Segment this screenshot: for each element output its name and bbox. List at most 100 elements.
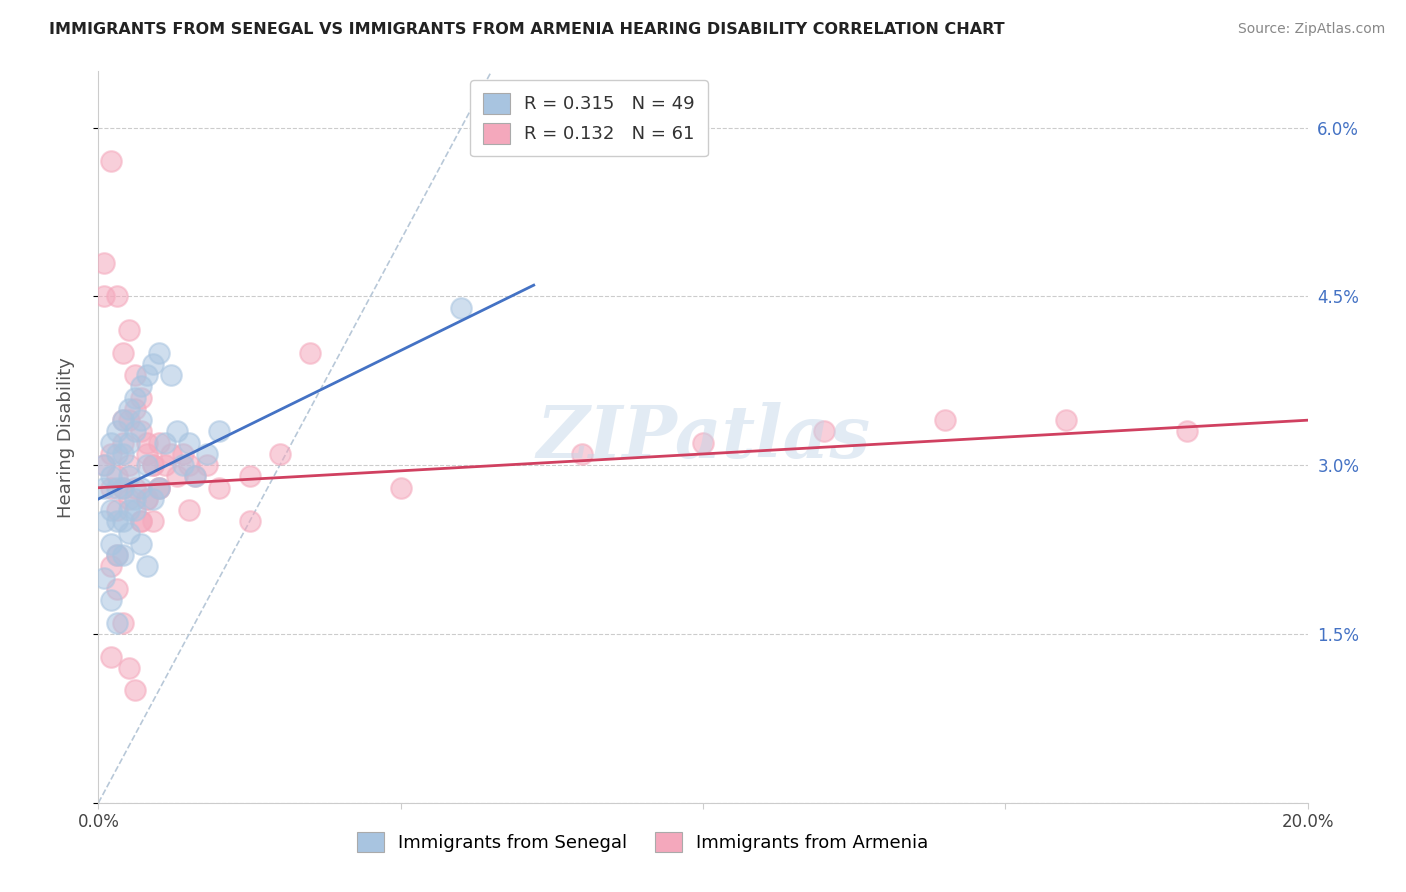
Text: IMMIGRANTS FROM SENEGAL VS IMMIGRANTS FROM ARMENIA HEARING DISABILITY CORRELATIO: IMMIGRANTS FROM SENEGAL VS IMMIGRANTS FR…	[49, 22, 1005, 37]
Text: ZIPatlas: ZIPatlas	[536, 401, 870, 473]
Point	[166, 469, 188, 483]
Point	[179, 503, 201, 517]
Point	[571, 447, 593, 461]
Point	[135, 491, 157, 506]
Point	[142, 491, 165, 506]
Point	[172, 458, 194, 473]
Point	[111, 413, 134, 427]
Point	[111, 548, 134, 562]
Point	[135, 368, 157, 383]
Point	[124, 491, 146, 506]
Point	[118, 458, 141, 473]
Point	[124, 503, 146, 517]
Point	[129, 515, 152, 529]
Point	[148, 345, 170, 359]
Point	[105, 469, 128, 483]
Point	[135, 491, 157, 506]
Point	[124, 368, 146, 383]
Point	[239, 469, 262, 483]
Point	[153, 435, 176, 450]
Y-axis label: Hearing Disability: Hearing Disability	[56, 357, 75, 517]
Point	[105, 447, 128, 461]
Point	[118, 413, 141, 427]
Point	[142, 458, 165, 473]
Point	[135, 458, 157, 473]
Point	[129, 515, 152, 529]
Point	[111, 481, 134, 495]
Point	[124, 401, 146, 416]
Point	[93, 571, 115, 585]
Point	[105, 548, 128, 562]
Point	[105, 481, 128, 495]
Point	[179, 435, 201, 450]
Point	[129, 481, 152, 495]
Point	[129, 413, 152, 427]
Legend: Immigrants from Senegal, Immigrants from Armenia: Immigrants from Senegal, Immigrants from…	[350, 824, 935, 860]
Point	[93, 515, 115, 529]
Point	[148, 481, 170, 495]
Point	[129, 391, 152, 405]
Point	[269, 447, 291, 461]
Point	[100, 649, 122, 664]
Point	[100, 593, 122, 607]
Point	[135, 559, 157, 574]
Point	[100, 481, 122, 495]
Point	[239, 515, 262, 529]
Point	[208, 481, 231, 495]
Point	[160, 368, 183, 383]
Point	[93, 255, 115, 269]
Point	[160, 447, 183, 461]
Point	[105, 515, 128, 529]
Point	[111, 515, 134, 529]
Point	[105, 582, 128, 596]
Point	[100, 469, 122, 483]
Point	[135, 447, 157, 461]
Point	[111, 413, 134, 427]
Point	[172, 447, 194, 461]
Point	[105, 548, 128, 562]
Point	[100, 154, 122, 169]
Text: Source: ZipAtlas.com: Source: ZipAtlas.com	[1237, 22, 1385, 37]
Point	[184, 469, 207, 483]
Point	[184, 469, 207, 483]
Point	[111, 615, 134, 630]
Point	[124, 425, 146, 439]
Point	[1054, 413, 1077, 427]
Point	[129, 425, 152, 439]
Point	[100, 435, 122, 450]
Point	[105, 289, 128, 303]
Point	[118, 491, 141, 506]
Point	[142, 357, 165, 371]
Point	[142, 458, 165, 473]
Point	[208, 425, 231, 439]
Point	[692, 435, 714, 450]
Point	[111, 345, 134, 359]
Point	[135, 435, 157, 450]
Point	[124, 391, 146, 405]
Point	[118, 323, 141, 337]
Point	[118, 469, 141, 483]
Point	[1175, 425, 1198, 439]
Point	[450, 301, 472, 315]
Point	[195, 447, 218, 461]
Point	[118, 503, 141, 517]
Point	[129, 379, 152, 393]
Point	[124, 481, 146, 495]
Point	[118, 401, 141, 416]
Point	[105, 425, 128, 439]
Point	[111, 435, 134, 450]
Point	[100, 537, 122, 551]
Point	[153, 458, 176, 473]
Point	[105, 503, 128, 517]
Point	[129, 537, 152, 551]
Point	[148, 481, 170, 495]
Point	[124, 683, 146, 698]
Point	[166, 425, 188, 439]
Point	[934, 413, 956, 427]
Point	[118, 661, 141, 675]
Point	[118, 525, 141, 540]
Point	[148, 481, 170, 495]
Point	[813, 425, 835, 439]
Point	[105, 615, 128, 630]
Point	[299, 345, 322, 359]
